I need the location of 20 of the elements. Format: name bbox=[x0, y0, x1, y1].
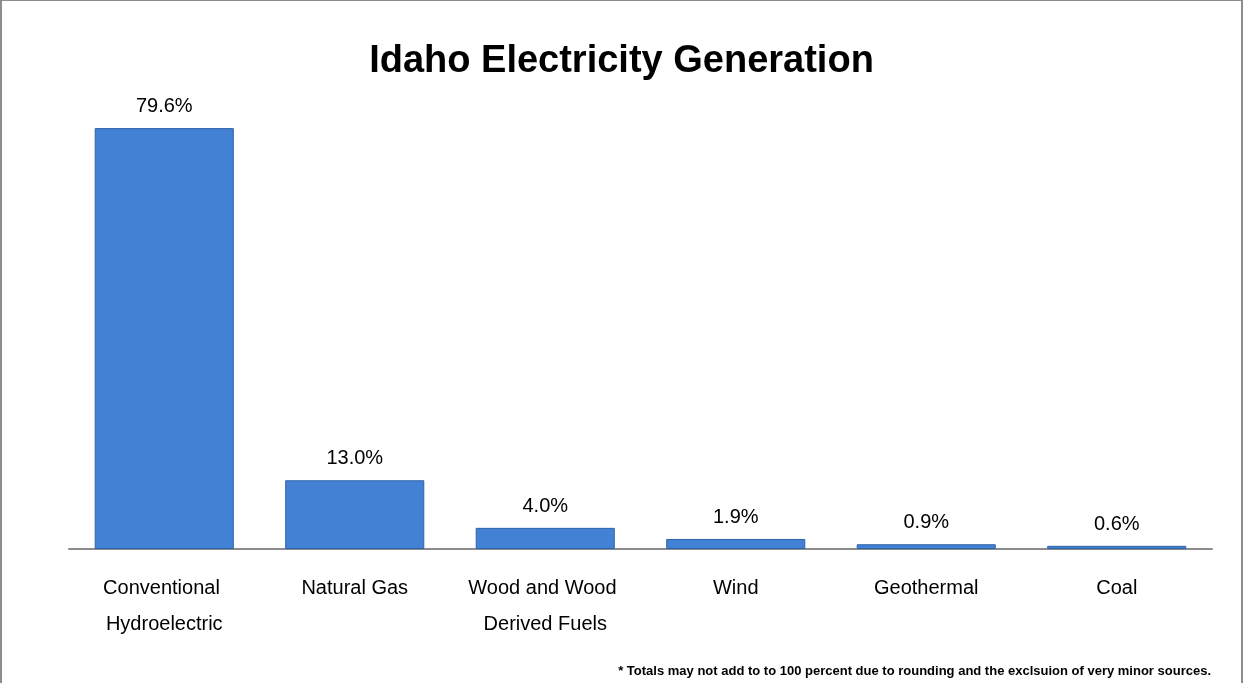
x-tick-label: Wind bbox=[712, 576, 759, 598]
data-label: 0.9% bbox=[903, 510, 950, 533]
bar bbox=[856, 544, 996, 549]
data-label: 79.6% bbox=[135, 94, 193, 117]
chart-title: Idaho Electricity Generation bbox=[369, 38, 874, 80]
data-label: 0.6% bbox=[1093, 511, 1140, 534]
x-tick-label: Coal bbox=[1096, 576, 1138, 598]
bar bbox=[666, 538, 806, 549]
x-tick-label: Geothermal bbox=[874, 576, 979, 598]
text: * Totals may not add to to 100 percent due to rounding and the exclsuion of very minor sources. bbox=[618, 663, 1212, 678]
bar bbox=[94, 128, 234, 549]
bar bbox=[285, 480, 425, 549]
bar bbox=[1047, 545, 1187, 549]
data-label: 1.9% bbox=[712, 504, 759, 527]
x-tick-label: Wood and Wood Derived Fuels bbox=[468, 576, 623, 634]
x-tick-label: Conventional Hydroelectric bbox=[103, 576, 226, 634]
x-tick-label: Natural Gas bbox=[301, 576, 409, 598]
data-label: 13.0% bbox=[326, 446, 384, 469]
bar bbox=[475, 527, 615, 549]
data-label: 4.0% bbox=[522, 493, 569, 516]
